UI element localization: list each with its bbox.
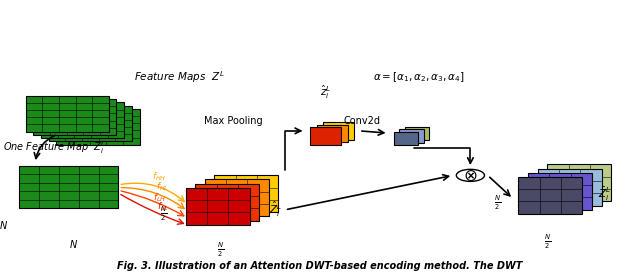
Text: $\bar{Z}_i^L$: $\bar{Z}_i^L$ xyxy=(598,186,611,203)
Text: $f_{HL}$: $f_{HL}$ xyxy=(156,180,169,193)
Text: $\hat{z}_i^L$: $\hat{z}_i^L$ xyxy=(319,84,331,101)
Text: $\frac{N}{2}$: $\frac{N}{2}$ xyxy=(543,233,551,251)
Bar xyxy=(214,175,278,212)
Text: $\frac{N}{2}$: $\frac{N}{2}$ xyxy=(159,205,167,223)
Text: $\frac{N}{2}$: $\frac{N}{2}$ xyxy=(217,241,225,259)
Bar xyxy=(317,125,348,142)
Bar xyxy=(394,132,418,145)
Text: $\otimes$: $\otimes$ xyxy=(463,166,477,184)
Bar xyxy=(195,184,259,221)
Bar xyxy=(33,99,116,135)
Bar xyxy=(49,106,132,141)
Text: $N$: $N$ xyxy=(0,219,8,231)
Text: One Feature Map  $Z_i^L$: One Feature Map $Z_i^L$ xyxy=(3,139,106,156)
Bar xyxy=(538,169,602,206)
Text: Conv2d: Conv2d xyxy=(343,116,380,125)
Bar xyxy=(518,177,582,214)
Text: $\frac{N}{2}$: $\frac{N}{2}$ xyxy=(494,194,502,212)
Bar xyxy=(186,188,250,225)
Bar xyxy=(41,102,124,138)
Text: $f_{HH}$: $f_{HH}$ xyxy=(152,170,166,183)
Bar xyxy=(528,173,592,210)
Bar xyxy=(323,122,354,140)
Bar xyxy=(547,164,611,201)
Text: Max Pooling: Max Pooling xyxy=(204,116,263,125)
Bar xyxy=(405,127,429,140)
Text: Fig. 3. Illustration of an Attention DWT-based encoding method. The DWT: Fig. 3. Illustration of an Attention DWT… xyxy=(117,261,523,271)
Text: Feature Maps  $Z^L$: Feature Maps $Z^L$ xyxy=(134,69,225,85)
Text: $f_{LH}$: $f_{LH}$ xyxy=(153,191,166,204)
Bar xyxy=(56,109,140,145)
Circle shape xyxy=(456,169,484,181)
Bar xyxy=(26,96,109,132)
Bar xyxy=(399,129,424,143)
Text: $f_{LL}$: $f_{LL}$ xyxy=(157,201,168,213)
Text: $\alpha = [\alpha_1, \alpha_2, \alpha_3, \alpha_4]$: $\alpha = [\alpha_1, \alpha_2, \alpha_3,… xyxy=(373,70,465,84)
Bar xyxy=(19,166,118,208)
Text: $N$: $N$ xyxy=(69,238,78,250)
Bar xyxy=(310,127,341,145)
Text: $\hat{Z}_i^L$: $\hat{Z}_i^L$ xyxy=(269,200,282,219)
Bar xyxy=(205,179,269,216)
